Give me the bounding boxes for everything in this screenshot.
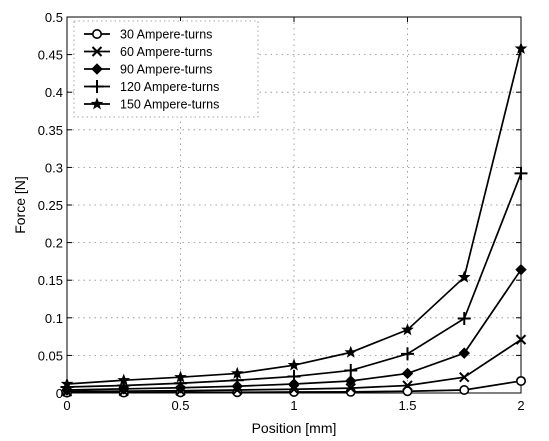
y-tick-label: 0.15 (38, 273, 63, 288)
y-tick-label: 0.2 (45, 236, 63, 251)
series-diamond (61, 263, 527, 396)
diamond-marker (515, 263, 527, 276)
plus-marker (287, 369, 301, 383)
diamond-marker (401, 367, 414, 380)
y-tick-label: 0.3 (45, 160, 63, 175)
legend-item: 120 Ampere-turns (84, 80, 219, 94)
y-tick-label: 0.5 (45, 10, 63, 25)
series-plus (60, 166, 528, 394)
x-axis-label: Position [mm] (252, 420, 337, 436)
plus-marker (344, 363, 358, 377)
legend: 30 Ampere-turns 60 Ampere-turns 90 Ampere-… (73, 20, 259, 118)
plus-marker (457, 312, 471, 326)
diamond-marker (91, 63, 103, 75)
series-star (60, 41, 528, 390)
y-tick-label: 0.45 (38, 48, 63, 63)
legend-label: 60 Ampere-turns (120, 45, 212, 59)
x-marker (515, 334, 527, 345)
x-tick-label: 1 (290, 398, 297, 413)
star-marker (457, 270, 471, 283)
circle-marker (515, 375, 526, 386)
y-tick-label: 0.25 (38, 198, 63, 213)
x-marker (91, 46, 103, 57)
circle-marker (459, 384, 470, 395)
circle-marker (402, 386, 413, 397)
y-tick-label: 0.35 (38, 123, 63, 138)
star-marker (117, 373, 131, 386)
x-marker (459, 372, 470, 383)
legend-item: 60 Ampere-turns (84, 45, 212, 59)
legend-label: 90 Ampere-turns (120, 63, 212, 77)
star-marker (174, 370, 187, 383)
axis-ticks: 0 0.5 1 1.5 2 0 0.05 0.1 0.15 0.2 0.25 0.3 0.35 0.4 0.… (38, 10, 525, 413)
plus-marker (90, 80, 104, 93)
circle-marker (92, 28, 103, 39)
legend-label: 30 Ampere-turns (120, 28, 212, 42)
star-marker (344, 345, 358, 358)
legend-label: 120 Ampere-turns (120, 80, 219, 94)
x-tick-label: 0 (63, 398, 70, 413)
legend-item: 90 Ampere-turns (84, 63, 212, 77)
star-marker (60, 377, 74, 390)
legend-item: 30 Ampere-turns (84, 28, 212, 42)
legend-item: 150 Ampere-turns (84, 97, 219, 112)
star-marker (230, 366, 244, 379)
legend-label: 150 Ampere-turns (120, 98, 219, 112)
y-tick-label: 0.4 (45, 85, 63, 100)
diamond-marker (345, 375, 357, 387)
star-marker (401, 323, 414, 336)
series-group (60, 41, 528, 398)
y-tick-label: 0.1 (45, 311, 63, 326)
x-tick-label: 2 (517, 398, 524, 413)
y-axis-label: Force [N] (12, 176, 28, 234)
star-marker (514, 41, 528, 54)
star-marker (90, 97, 104, 110)
star-marker (287, 358, 301, 371)
x-tick-label: 1.5 (398, 398, 416, 413)
x-marker (345, 382, 356, 394)
diamond-marker (288, 378, 300, 390)
plus-marker (401, 347, 414, 361)
diamond-marker (458, 347, 470, 359)
plus-marker (514, 166, 528, 180)
y-tick-label: 0.05 (38, 348, 63, 363)
x-tick-label: 0.5 (171, 398, 189, 413)
x-marker (402, 380, 413, 391)
y-tick-label: 0 (56, 386, 63, 401)
